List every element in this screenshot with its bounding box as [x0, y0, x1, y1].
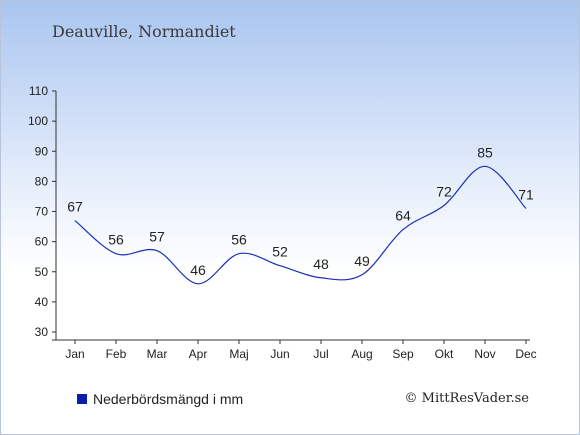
x-tick-label: Nov — [474, 347, 495, 361]
x-tick-label: Sep — [392, 347, 414, 361]
data-label: 49 — [354, 253, 370, 269]
data-label: 67 — [67, 199, 83, 215]
x-tick-label: Maj — [229, 347, 248, 361]
data-label: 72 — [436, 183, 452, 199]
y-tick-label: 40 — [35, 295, 49, 309]
copyright-credit: © MittResVader.se — [404, 391, 529, 406]
data-point — [361, 273, 364, 276]
x-tick-label: Aug — [351, 347, 372, 361]
y-tick-label: 30 — [35, 325, 49, 339]
data-point — [443, 204, 446, 207]
y-tick-label: 100 — [28, 114, 48, 128]
y-tick-label: 80 — [35, 174, 49, 188]
data-point — [402, 228, 405, 231]
data-point — [156, 249, 159, 252]
y-tick-label: 60 — [35, 235, 49, 249]
data-label: 56 — [108, 232, 124, 248]
precipitation-line — [74, 165, 527, 285]
x-tick-label: Jun — [270, 347, 289, 361]
x-tick-label: Okt — [435, 347, 454, 361]
data-label: 52 — [272, 244, 288, 260]
chart-title: Deauville, Normandiet — [52, 22, 236, 41]
y-tick-label: 110 — [29, 84, 48, 98]
x-tick-label: Mar — [147, 347, 168, 361]
data-point — [197, 282, 200, 285]
data-point — [320, 276, 323, 279]
data-point — [484, 165, 487, 168]
x-tick-label: Apr — [189, 347, 208, 361]
data-label: 48 — [313, 256, 329, 272]
legend-label: Nederbördsmängd i mm — [93, 391, 244, 407]
x-tick-label: Jul — [313, 347, 328, 361]
data-label: 85 — [477, 144, 493, 160]
x-tick-label: Jan — [65, 347, 84, 361]
data-point — [74, 219, 77, 222]
data-label: 71 — [518, 186, 534, 202]
legend: Nederbördsmängd i mm — [77, 391, 243, 407]
data-point — [115, 252, 118, 255]
data-label: 64 — [395, 208, 411, 224]
data-point — [525, 207, 528, 210]
y-tick-label: 50 — [35, 265, 49, 279]
x-tick-label: Dec — [515, 347, 536, 361]
data-label: 56 — [231, 232, 247, 248]
data-label: 46 — [190, 262, 206, 278]
legend-swatch — [77, 394, 87, 404]
data-label: 57 — [149, 229, 165, 245]
y-tick-label: 90 — [35, 144, 49, 158]
data-point — [238, 252, 241, 255]
data-point — [279, 264, 282, 267]
y-tick-label: 70 — [35, 205, 49, 219]
x-tick-label: Feb — [106, 347, 127, 361]
